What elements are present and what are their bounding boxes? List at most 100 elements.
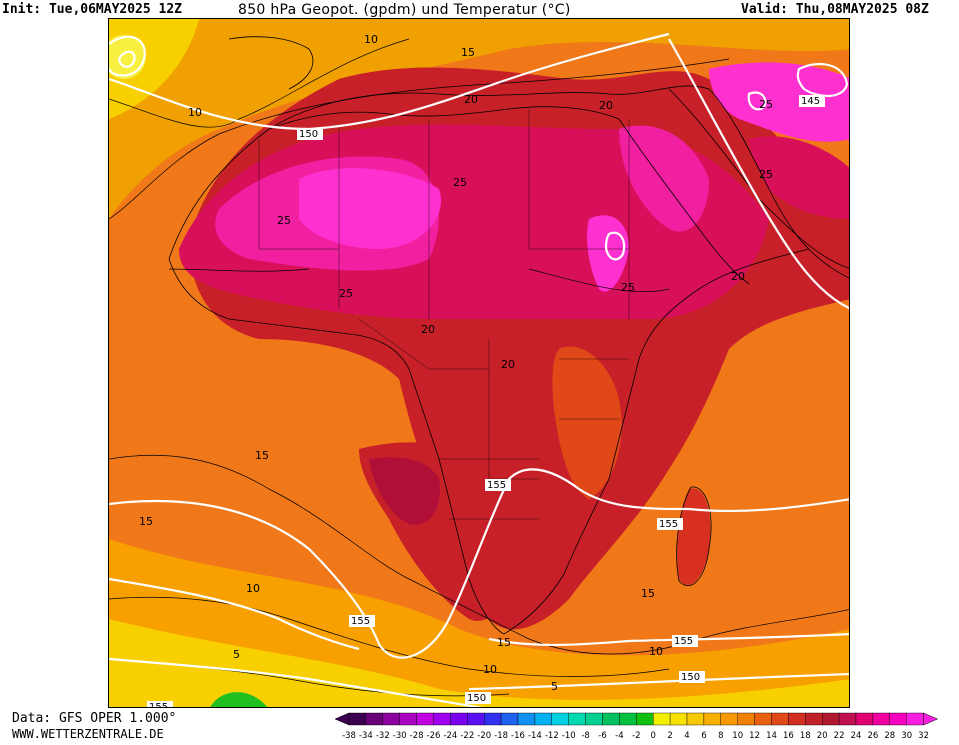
temp-label-20: 20: [731, 270, 745, 283]
chart-title: 850 hPa Geopot. (gpdm) und Temperatur (°…: [238, 2, 571, 18]
legend-tick-label: -16: [511, 731, 525, 741]
legend-swatch: [483, 712, 502, 726]
valid-time-label: Valid: Thu,08MAY2025 08Z: [741, 2, 929, 17]
geopot-label-145: 145: [801, 96, 820, 107]
temp-label-20: 20: [464, 93, 478, 106]
legend-tick-label: 0: [650, 731, 655, 741]
legend-tick-label: -22: [460, 731, 474, 741]
mediterranean-coast: [268, 106, 620, 130]
legend-tick-label: -14: [528, 731, 542, 741]
weather-map: 10 15 10 20 20 25 25 25 25 25 25 20 20 2…: [108, 18, 850, 708]
temp-label-10: 10: [246, 582, 260, 595]
legend-tick-label: 16: [783, 731, 794, 741]
madagascar: [677, 488, 711, 585]
temperature-legend: -38 -34 -32 -30 -28 -26 -24 -22 -20 -18 -16 -14 -12-…: [334, 711, 959, 741]
sahara-extreme: [299, 168, 441, 249]
iberia-coast: [228, 36, 314, 90]
temp-label-20: 20: [421, 323, 435, 336]
legend-swatch: [872, 712, 891, 726]
legend-tick-label: -2: [632, 731, 640, 741]
geopot-label-150: 150: [681, 672, 700, 683]
legend-swatch: [838, 712, 857, 726]
legend-tick-label: -12: [545, 731, 559, 741]
legend-swatch: [585, 712, 603, 726]
east-africa-cooler: [552, 346, 622, 499]
init-time-label: Init: Tue,06MAY2025 12Z: [2, 2, 183, 17]
indian-ocean-coast: [503, 248, 810, 635]
temp-label-20: 20: [501, 358, 515, 371]
temp-labels: 10 15 10 20 20 25 25 25 25 25 25 20 20 2…: [139, 33, 773, 693]
geopot-label-155: 155: [674, 636, 693, 647]
temp-label-15: 15: [255, 449, 269, 462]
legend-tick-label: 22: [834, 731, 845, 741]
map-canvas: 10 15 10 20 20 25 25 25 25 25 25 20 20 2…: [109, 19, 849, 708]
southwest-green: [210, 692, 268, 707]
legend-swatch: [703, 712, 721, 726]
data-source-label: Data: GFS OPER 1.000°: [12, 711, 177, 726]
legend-swatch: [686, 712, 705, 726]
legend-swatch: [771, 712, 789, 726]
legend-arrow-right: [923, 712, 939, 726]
south-ocean-yellow: [109, 619, 849, 707]
legend-swatch: [450, 712, 468, 726]
geopot-150-north: [109, 32, 670, 131]
legend-swatch: [399, 712, 417, 726]
geopot-155-mid: [109, 468, 849, 659]
legend-tick-label: 20: [817, 731, 828, 741]
legend-colorbar: -38 -34 -32 -30 -28 -26 -24 -22 -20 -18 -16 -14 -12-…: [334, 712, 939, 741]
legend-swatch: [568, 712, 586, 726]
geopot-labels: 150 145 155 155 155 155 150 150 155: [147, 95, 825, 708]
legend-swatch: [669, 712, 688, 726]
legend-tick-label: -32: [376, 731, 390, 741]
geopot-155-south-lower: [488, 632, 849, 647]
legend-swatch: [433, 712, 451, 726]
legend-tick-label: -20: [477, 731, 491, 741]
temp-label-25: 25: [759, 98, 773, 111]
legend-swatch: [889, 712, 907, 726]
temp-label-5: 5: [233, 648, 240, 661]
northwest-warm-spot: [109, 35, 146, 79]
geopot-label-150: 150: [467, 693, 486, 704]
legend-swatch: [551, 712, 569, 726]
legend-tick-label: -24: [443, 731, 457, 741]
geopot-ring-nw: [109, 35, 146, 77]
temperature-contours: [109, 38, 849, 697]
legend-swatch: [382, 712, 400, 726]
legend-swatch: [720, 712, 738, 726]
temp-label-15: 15: [641, 587, 655, 600]
legend-tick-label: 8: [718, 731, 723, 741]
geopot-ring-ne-inner: [747, 91, 767, 111]
africa-coastline: [168, 85, 849, 279]
geopot-155-southwest: [109, 577, 360, 651]
legend-tick-label: -30: [393, 731, 407, 741]
legend-tick-label: 28: [884, 731, 895, 741]
kalahari-hot: [369, 457, 440, 525]
temp-label-5: 5: [551, 680, 558, 693]
website-label: WWW.WETTERZENTRALE.DE: [12, 727, 164, 741]
geopot-ring-nw-inner: [117, 50, 136, 68]
arabia-hot: [749, 136, 849, 219]
temp-label-25: 25: [339, 287, 353, 300]
legend-tick-label: -6: [598, 731, 606, 741]
legend-tick-label: -10: [562, 731, 576, 741]
legend-tick-label: -4: [615, 731, 623, 741]
west-africa-coast: [168, 258, 410, 370]
egypt-extreme: [619, 125, 709, 232]
legend-swatch: [653, 712, 671, 726]
legend-swatch: [855, 712, 874, 726]
legend-arrow-left: [334, 712, 350, 726]
geopot-label-155: 155: [659, 519, 678, 530]
legend-swatch: [602, 712, 620, 726]
temp-label-25: 25: [453, 176, 467, 189]
temp-label-25: 25: [621, 281, 635, 294]
temp-label-15: 15: [497, 636, 511, 649]
temp-label-15: 15: [139, 515, 153, 528]
geopot-label-155: 155: [149, 702, 168, 708]
geopot-ring-sudan: [604, 231, 626, 261]
geopot-label-155: 155: [487, 480, 506, 491]
geopot-label-155: 155: [351, 616, 370, 627]
temp-label-25: 25: [277, 214, 291, 227]
legend-swatch: [365, 712, 383, 726]
north-ocean-cool: [109, 19, 849, 219]
legend-tick-label: 32: [918, 731, 929, 741]
